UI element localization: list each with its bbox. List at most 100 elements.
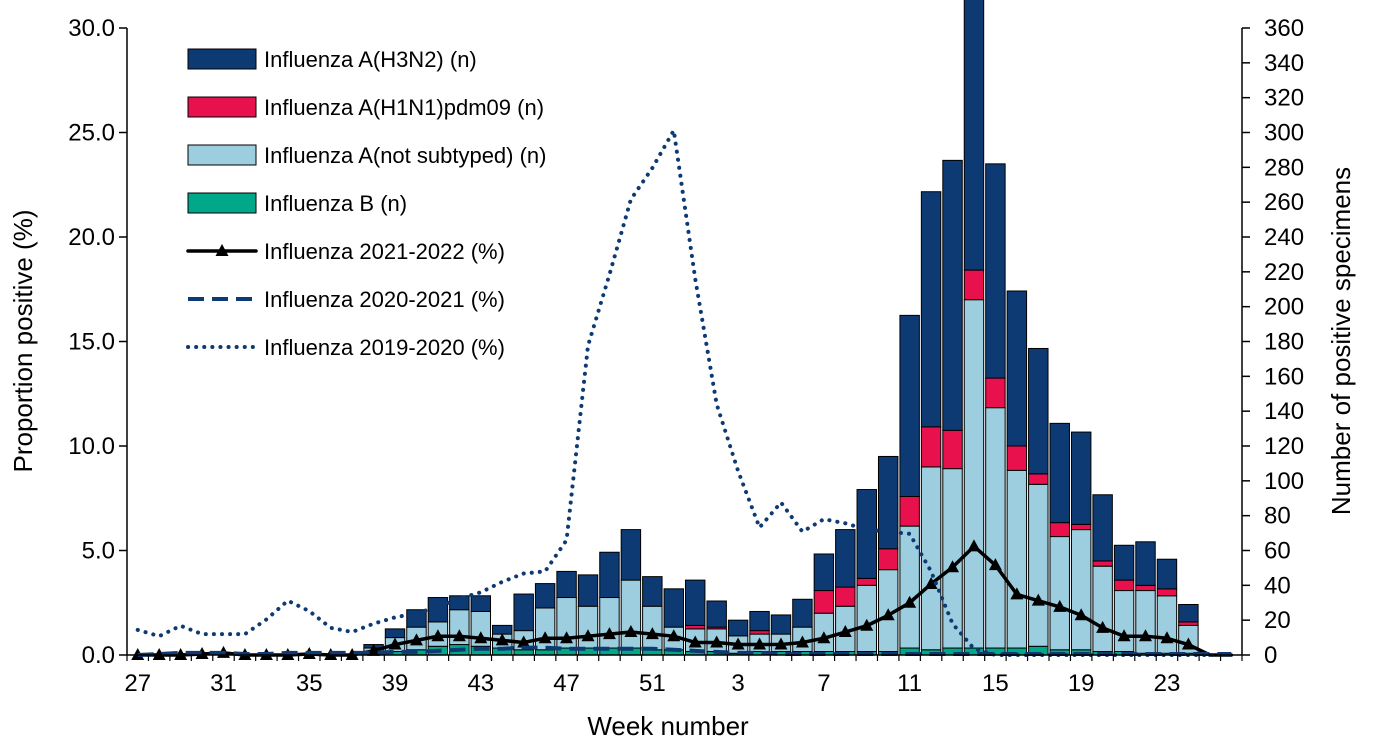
legend-swatch <box>187 96 257 118</box>
h3n2-bar <box>449 595 470 611</box>
h3n2-bar <box>856 489 877 579</box>
h3n2-bar <box>642 576 663 607</box>
h3n2-bar <box>599 551 620 599</box>
x-tick-label: 51 <box>639 670 666 697</box>
triangle-marker <box>710 635 724 648</box>
triangle-marker <box>602 627 616 640</box>
triangle-marker <box>1160 631 1174 644</box>
left-tick-label: 5.0 <box>82 538 115 565</box>
triangle-marker <box>452 629 466 642</box>
h3n2-bar <box>577 574 599 607</box>
not-subtyped-bar <box>963 299 985 649</box>
h1n1-bar <box>856 577 877 586</box>
right-tick-label: 260 <box>1264 189 1304 216</box>
right-tick-label: 140 <box>1264 398 1304 425</box>
not-subtyped-bar <box>534 607 556 651</box>
x-tick-label: 35 <box>296 670 323 697</box>
triangle-marker <box>881 608 895 621</box>
legend-2021-2022: Influenza 2021-2022 (%) <box>186 239 505 264</box>
triangle-marker <box>1181 637 1195 650</box>
right-tick-label: 360 <box>1264 15 1304 42</box>
triangle-marker <box>538 631 552 644</box>
right-tick-label: 300 <box>1264 120 1304 147</box>
triangle-marker <box>645 627 659 640</box>
h1n1-bar <box>1113 579 1135 592</box>
influenza-b-bar <box>513 649 534 656</box>
triangle-marker <box>1010 587 1024 600</box>
left-tick-label: 15.0 <box>68 329 115 356</box>
x-axis-title: Week number <box>587 711 749 740</box>
triangle-marker <box>152 648 166 660</box>
left-tick-label: 10.0 <box>68 433 115 460</box>
h1n1-bar <box>985 377 1006 409</box>
h3n2-bar <box>963 0 985 271</box>
h3n2-bar <box>492 624 513 635</box>
h3n2-bar <box>1156 558 1178 590</box>
h3n2-bar <box>513 593 534 632</box>
h3n2-bar <box>1006 290 1028 447</box>
x-tick-label: 3 <box>731 670 744 697</box>
h3n2-bar <box>706 600 727 628</box>
right-tick-label: 80 <box>1264 503 1291 530</box>
triangle-marker <box>517 635 531 648</box>
legend-label: Influenza 2020-2021 (%) <box>264 287 505 312</box>
triangle-marker <box>388 637 402 650</box>
line-2020-2021 <box>137 645 1232 657</box>
triangle-marker <box>817 631 831 644</box>
h1n1-bar <box>877 548 899 571</box>
legend-not-subtyped: Influenza A(not subtyped) (n) <box>187 143 547 168</box>
triangle-marker <box>1117 629 1131 642</box>
left-y-axis-title: Proportion positive (%) <box>8 210 38 473</box>
h3n2-bar <box>877 455 899 550</box>
h3n2-bar <box>985 163 1006 379</box>
triangle-marker <box>560 631 574 644</box>
influenza-b-bar <box>534 649 556 656</box>
legend-label: Influenza B (n) <box>264 191 407 216</box>
not-subtyped-bar <box>985 407 1006 649</box>
axes-layer: 0.0 5.0 10.0 15.0 20.0 25.0 30.0 0 20 40 60 80 100 12… <box>68 15 1304 697</box>
right-tick-label: 180 <box>1264 329 1304 356</box>
h3n2-bar <box>749 610 770 632</box>
h3n2-bar <box>770 614 792 635</box>
not-subtyped-bar <box>1006 469 1028 649</box>
triangle-marker <box>924 576 938 589</box>
not-subtyped-bar <box>899 525 920 649</box>
h3n2-bar <box>1135 541 1156 586</box>
h3n2-bar <box>792 598 813 628</box>
x-tick-label: 7 <box>817 670 830 697</box>
legend-label: Influenza A(H3N2) (n) <box>264 47 477 72</box>
right-tick-label: 0 <box>1264 642 1277 669</box>
h1n1-bar <box>1049 522 1070 538</box>
triangle-marker <box>624 625 638 638</box>
triangle-marker <box>988 558 1002 571</box>
right-tick-label: 220 <box>1264 259 1304 286</box>
right-tick-label: 340 <box>1264 50 1304 77</box>
triangle-marker <box>474 631 488 644</box>
h1n1-bar <box>1070 523 1092 531</box>
h1n1-bar <box>685 624 706 630</box>
triangle-marker <box>946 560 960 573</box>
h3n2-bar <box>899 314 920 498</box>
h1n1-bar <box>1092 560 1113 567</box>
not-subtyped-bar <box>1070 529 1092 651</box>
right-tick-label: 320 <box>1264 85 1304 112</box>
not-subtyped-bar <box>1092 565 1113 653</box>
not-subtyped-bar <box>1156 595 1178 654</box>
right-tick-label: 240 <box>1264 224 1304 251</box>
h3n2-bar <box>556 570 577 599</box>
h1n1-bar <box>1178 621 1199 626</box>
legend-2020-2021: Influenza 2020-2021 (%) <box>188 287 505 312</box>
legend-influenza-b: Influenza B (n) <box>187 191 407 216</box>
triangle-marker <box>345 648 359 660</box>
right-tick-label: 40 <box>1264 572 1291 599</box>
triangle-marker <box>967 539 981 552</box>
triangle-marker <box>195 646 209 659</box>
triangle-marker <box>795 635 809 648</box>
legend-2019-2020: Influenza 2019-2020 (%) <box>186 335 505 360</box>
right-y-axis-title: Number of positive specimens <box>1326 167 1356 515</box>
legend-swatch <box>187 48 257 70</box>
left-tick-label: 30.0 <box>68 15 115 42</box>
triangle-marker <box>1031 593 1045 606</box>
left-tick-label: 0.0 <box>82 642 115 669</box>
